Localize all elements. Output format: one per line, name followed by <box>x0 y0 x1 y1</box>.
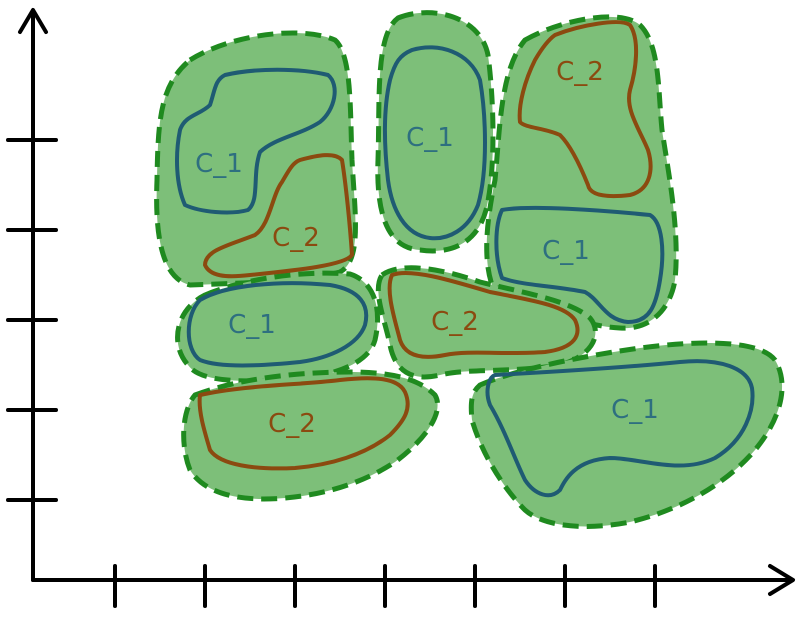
label-c2-top-left: C_2 <box>272 223 320 253</box>
label-c2-middle-center: C_2 <box>431 307 479 337</box>
cluster-c1-top-left <box>175 67 337 215</box>
label-c2-top-right: C_2 <box>556 57 604 87</box>
regions <box>154 10 785 529</box>
cluster-c1-bottom-right <box>485 359 755 498</box>
label-c1-top-middle: C_1 <box>406 123 454 153</box>
cluster-c1-top-middle <box>382 45 487 241</box>
cluster-c2-top-right <box>517 20 653 199</box>
label-c2-bottom-left: C_2 <box>268 409 316 439</box>
x-axis-ticks <box>113 564 657 608</box>
cluster-c2-middle-center <box>387 270 580 359</box>
cluster-c2-top-left <box>203 153 354 279</box>
clusters <box>175 20 755 498</box>
y-axis-arrowhead <box>18 8 48 34</box>
label-c1-top-right: C_1 <box>542 236 590 266</box>
bottom-right-region <box>468 340 785 529</box>
label-c1-middle-left: C_1 <box>228 310 276 340</box>
cluster-c1-top-right <box>494 205 665 324</box>
top-left-region <box>154 30 358 288</box>
middle-center-region <box>375 265 598 380</box>
label-c1-top-left: C_1 <box>195 149 243 179</box>
cluster-labels: C_1 C_2 C_1 C_2 C_1 C_1 C_2 C_2 C_1 <box>195 57 659 439</box>
x-axis-arrowhead <box>768 564 795 596</box>
label-c1-bottom-right: C_1 <box>611 395 659 425</box>
top-middle-region <box>375 10 496 254</box>
cluster-c2-bottom-left <box>197 376 410 471</box>
cluster-c1-middle-left <box>186 281 369 368</box>
y-axis-ticks <box>6 138 58 502</box>
axes <box>18 8 795 596</box>
